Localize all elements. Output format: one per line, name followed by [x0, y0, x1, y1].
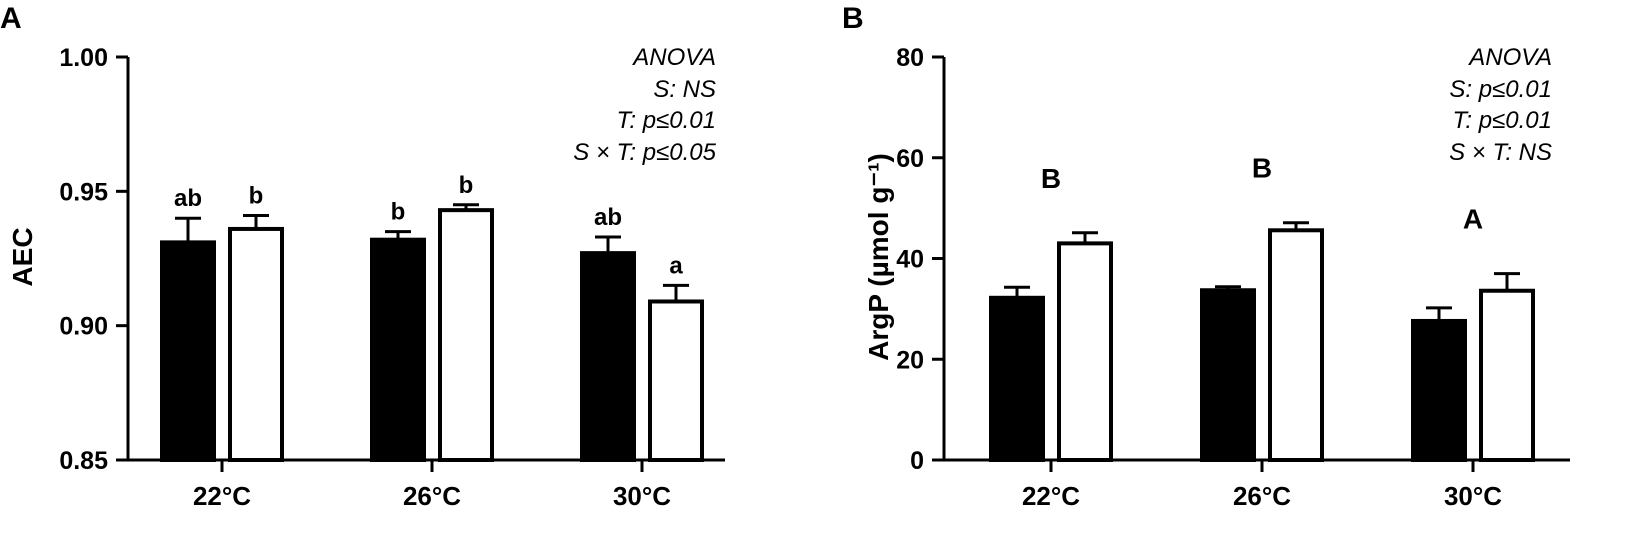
panel-b-anova-line-2: S: p≤0.01	[1449, 76, 1552, 103]
panel-b-y-axis-title: ArgP (µmol g⁻¹)	[863, 153, 894, 361]
panel-a-bar	[370, 237, 426, 462]
panel-a-bar-letter: ab	[174, 185, 202, 212]
panel-a-bar-letter: b	[459, 172, 474, 199]
panel-b-y-tick-label: 20	[896, 346, 924, 374]
panel-a-bar	[580, 251, 636, 462]
panel-b-y-tick-label: 40	[896, 246, 924, 274]
panel-b: B ArgP (µmol g⁻¹) ANOVA S: p≤0.01 T: p≤0…	[842, 2, 1570, 511]
panel-a-anova-annotation: ANOVA S: NS T: p≤0.01 S × T: p≤0.05	[573, 44, 716, 166]
panel-b-bar	[989, 295, 1045, 463]
panel-b-x-tick-label: 30°C	[1444, 481, 1502, 511]
panel-a-y-axis-title: AEC	[7, 227, 38, 286]
panel-a: A AEC ANOVA S: NS T: p≤0.01 S × T: p≤0.0…	[0, 2, 725, 511]
panel-b-y-tick-label: 60	[896, 145, 924, 173]
panel-a-bar	[160, 240, 216, 462]
panel-b-x-tick-label: 26°C	[1233, 481, 1291, 511]
panel-b-anova-line-3: T: p≤0.01	[1453, 107, 1552, 134]
panel-b-bar	[1411, 318, 1467, 462]
panel-b-y-tick-label: 80	[896, 44, 924, 72]
panel-b-letter: B	[842, 2, 864, 35]
panel-b-anova-line-1: ANOVA	[1467, 44, 1552, 71]
panel-a-bar	[438, 208, 494, 462]
panel-a-x-tick-label: 26°C	[403, 481, 461, 511]
panel-a-y-tick-label: 1.00	[59, 44, 108, 72]
panel-a-y-tick-label: 0.90	[59, 313, 108, 341]
panel-b-bar	[1057, 241, 1113, 462]
panel-a-bar	[648, 299, 704, 462]
panel-b-bar	[1268, 228, 1324, 462]
panel-a-anova-line-2: S: NS	[653, 76, 716, 103]
panel-a-bar-letter: b	[249, 183, 264, 210]
panel-a-anova-line-3: T: p≤0.01	[617, 107, 716, 134]
panel-a-y-tick-label: 0.85	[59, 447, 108, 475]
panel-a-bar-letter: b	[391, 199, 406, 226]
panel-a-bar-letter: ab	[594, 204, 622, 231]
panel-b-bar	[1200, 288, 1256, 462]
panel-b-bar	[1479, 288, 1535, 462]
panel-a-x-tick-label: 22°C	[193, 481, 251, 511]
panel-a-anova-line-4: S × T: p≤0.05	[573, 139, 716, 166]
panel-a-anova-line-1: ANOVA	[631, 44, 716, 71]
panel-b-anova-line-4: S × T: NS	[1449, 139, 1552, 166]
panel-a-bar-letter: a	[669, 252, 683, 279]
panel-b-group-letter: B	[1041, 163, 1061, 194]
panel-b-group-letter: A	[1463, 204, 1483, 235]
panel-b-group-letter: B	[1252, 153, 1272, 184]
panel-b-x-tick-label: 22°C	[1022, 481, 1080, 511]
panel-a-x-tick-label: 30°C	[613, 481, 671, 511]
panel-a-bar	[228, 226, 284, 462]
panel-a-y-tick-label: 0.95	[59, 178, 108, 206]
panel-b-y-tick-label: 0	[910, 447, 924, 475]
panel-b-anova-annotation: ANOVA S: p≤0.01 T: p≤0.01 S × T: NS	[1449, 44, 1552, 166]
panel-a-letter: A	[0, 2, 22, 35]
